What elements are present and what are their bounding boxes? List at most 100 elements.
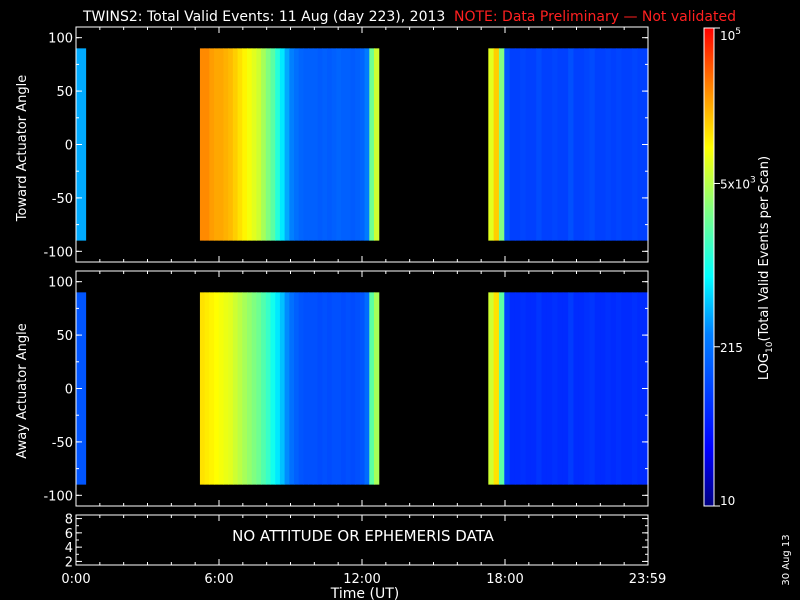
heat-column [204, 292, 210, 485]
heat-column [214, 48, 220, 241]
heat-column [261, 48, 267, 241]
heat-column [298, 292, 305, 485]
heat-column [265, 292, 272, 485]
heat-column [594, 48, 601, 241]
x-tick-label: 18:00 [486, 572, 523, 587]
heat-column [303, 292, 309, 485]
heat-column [626, 48, 633, 241]
heat-column [289, 48, 295, 241]
heat-column [589, 48, 596, 241]
heat-column [552, 48, 559, 241]
heat-column [350, 48, 356, 241]
heat-column [326, 48, 333, 241]
heat-column [275, 292, 281, 485]
heat-column [584, 292, 591, 485]
heat-column [541, 48, 548, 241]
heat-column [621, 292, 628, 485]
chart-note: NOTE: Data Preliminary — Not validated [454, 9, 736, 25]
heat-column [514, 48, 521, 241]
y-tick-label: 0 [65, 383, 73, 398]
y-tick-label: -100 [43, 245, 73, 260]
heat-column [562, 48, 569, 241]
heat-column [573, 292, 580, 485]
heat-column [626, 292, 633, 485]
heat-column [199, 292, 206, 485]
heat-column [345, 48, 352, 241]
heat-column [600, 48, 607, 241]
heat-column [557, 292, 564, 485]
colorbar-gradient [703, 27, 715, 507]
panel-away: 100 50 0 -50 -100 [43, 270, 649, 507]
heat-column [350, 292, 356, 485]
y-axis-label-toward: Toward Actuator Angle [15, 75, 30, 222]
heat-column [294, 48, 300, 241]
heat-column [303, 48, 309, 241]
heat-column [578, 48, 585, 241]
heat-column [331, 48, 337, 241]
heat-column [536, 292, 543, 485]
colorbar-tick-label: 215 [720, 341, 743, 355]
heat-column [509, 48, 516, 241]
y-axis-label-away: Away Actuator Angle [15, 323, 30, 458]
heat-column [270, 292, 276, 485]
colorbar-label-sub: 10 [765, 341, 775, 353]
heat-column [204, 48, 210, 241]
y-tick-label: 6 [65, 527, 73, 542]
heat-column [616, 292, 622, 485]
heat-column [228, 292, 234, 485]
heat-column [594, 292, 601, 485]
heat-column [223, 48, 229, 241]
heat-column [279, 48, 286, 241]
panel-toward: 100 50 0 -50 -100 [43, 26, 649, 263]
y-tick-label: 100 [48, 32, 73, 47]
heat-column [232, 292, 239, 485]
y-tick-label: -100 [43, 489, 73, 504]
date-stamp: 30 Aug 13 [781, 534, 792, 585]
heat-column [308, 292, 314, 485]
x-tick-label: 0:00 [61, 572, 90, 587]
heat-column [530, 48, 537, 241]
heat-column [498, 292, 505, 485]
heat-column [488, 48, 495, 241]
heat-column [322, 48, 328, 241]
heat-column [275, 48, 281, 241]
heat-column [317, 48, 323, 241]
heat-column [632, 292, 638, 485]
heat-column [568, 48, 575, 241]
heat-column [632, 48, 638, 241]
heat-column [355, 292, 361, 485]
heat-column [199, 48, 206, 241]
heat-column [294, 292, 300, 485]
heat-column [541, 292, 548, 485]
colorbar-tick-label: 105 [720, 27, 741, 43]
colorbar-tick-label: 10 [720, 494, 735, 508]
heat-column [246, 292, 253, 485]
heat-column [214, 292, 220, 485]
heat-column [251, 48, 257, 241]
heat-column [373, 292, 380, 485]
heat-column [312, 292, 319, 485]
heat-column [336, 292, 342, 485]
heat-column [493, 48, 500, 241]
heat-column [209, 48, 215, 241]
y-tick-label: 8 [65, 513, 73, 528]
heat-column [562, 292, 569, 485]
heat-column [237, 292, 243, 485]
y-tick-label: -50 [52, 192, 73, 207]
heat-column [616, 48, 622, 241]
y-tick-label: 0 [65, 139, 73, 154]
heat-column [589, 292, 596, 485]
colorbar: 105 5x103 215 10 [703, 27, 756, 508]
heat-column [228, 48, 234, 241]
heat-column [364, 292, 370, 485]
heat-column [223, 292, 229, 485]
heat-column [232, 48, 239, 241]
heat-column [369, 292, 375, 485]
heat-column [605, 292, 612, 485]
heat-column [504, 48, 511, 241]
heat-column [336, 48, 342, 241]
heat-column [552, 292, 559, 485]
heat-column [584, 48, 591, 241]
